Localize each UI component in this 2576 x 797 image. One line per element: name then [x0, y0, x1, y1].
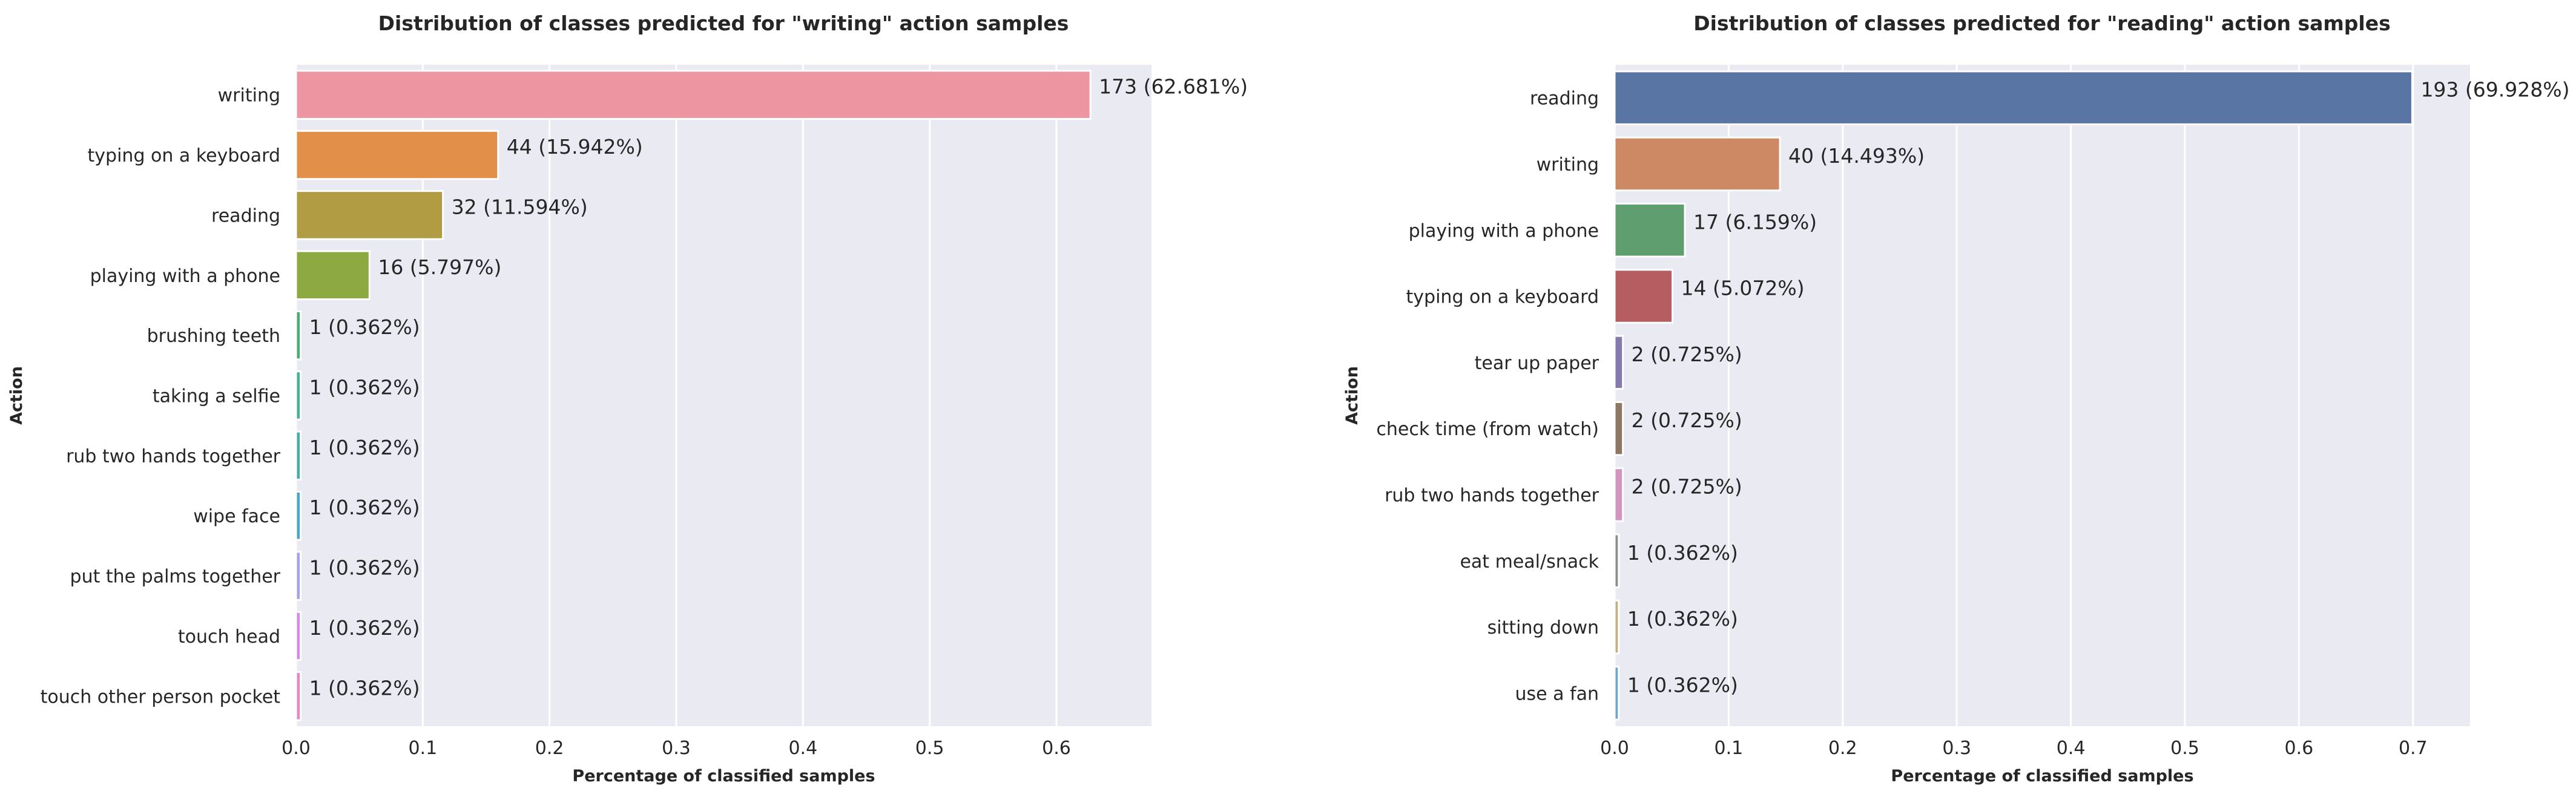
data-label: 16 (5.797%): [378, 255, 501, 279]
x-tick-label: 0.5: [915, 738, 944, 759]
x-tick-label: 0.1: [1715, 738, 1744, 759]
data-label: 1 (0.362%): [309, 436, 420, 459]
bar: [1613, 70, 2413, 125]
x-tick-label: 0.2: [1828, 738, 1857, 759]
y-tick-label: tear up paper: [1475, 353, 1599, 374]
bar: [295, 370, 302, 421]
x-tick-label: 0.0: [1600, 738, 1629, 759]
y-tick-label: check time (from watch): [1376, 419, 1599, 440]
y-tick-label: writing: [218, 85, 280, 107]
x-tick-label: 0.6: [2285, 738, 2314, 759]
y-tick-label: reading: [211, 205, 280, 226]
x-tick-label: 0.4: [788, 738, 817, 759]
bar: [1613, 136, 1781, 192]
y-tick-label: sitting down: [1487, 617, 1599, 638]
data-label: 1 (0.362%): [1627, 607, 1738, 631]
bar: [1613, 203, 1686, 258]
y-tick-label: rub two hands together: [1385, 485, 1599, 506]
x-tick-label: 0.4: [2057, 738, 2086, 759]
x-axis-label: Percentage of classified samples: [1891, 767, 2193, 786]
y-tick-label: use a fan: [1515, 683, 1599, 704]
writing-chart: 0.0 0.1 0.2 0.3 0.4 0.5 0.6 writing 173 (62.681%…: [7, 11, 1248, 786]
data-label: 1 (0.362%): [309, 376, 420, 399]
y-tick-label: rub two hands together: [66, 446, 281, 467]
data-label: 1 (0.362%): [1627, 673, 1738, 697]
bar: [295, 551, 302, 601]
y-axis-label: Action: [7, 366, 26, 425]
x-tick-label: 0.6: [1042, 738, 1071, 759]
bar: [295, 70, 1092, 120]
x-tick-label: 0.1: [408, 738, 437, 759]
y-tick-label: touch other person pocket: [41, 686, 281, 707]
x-tick-label: 0.3: [662, 738, 691, 759]
y-tick-label: brushing teeth: [147, 326, 280, 347]
y-tick-label: touch head: [178, 626, 280, 648]
bar: [295, 130, 499, 180]
bar: [1613, 467, 1624, 522]
bar: [1613, 666, 1620, 721]
bar: [1613, 599, 1620, 655]
x-tick-label: 0.2: [535, 738, 564, 759]
data-label: 44 (15.942%): [507, 135, 643, 159]
x-tick-label: 0.5: [2170, 738, 2199, 759]
y-axis-label: Action: [1343, 366, 1362, 425]
y-tick-label: reading: [1530, 88, 1599, 110]
bar: [1613, 533, 1620, 588]
y-tick-label: taking a selfie: [153, 386, 280, 407]
data-label: 1 (0.362%): [309, 616, 420, 640]
chart-title: Distribution of classes predicted for "w…: [378, 11, 1069, 35]
bar: [1613, 401, 1624, 456]
y-tick-label: playing with a phone: [1409, 220, 1599, 241]
bar: [295, 490, 302, 541]
x-axis-label: Percentage of classified samples: [572, 767, 875, 786]
bar: [1613, 269, 1674, 324]
data-label: 173 (62.681%): [1099, 75, 1248, 99]
bar: [295, 190, 444, 240]
data-label: 1 (0.362%): [309, 676, 420, 700]
data-label: 2 (0.725%): [1632, 474, 1742, 498]
y-tick-label: typing on a keyboard: [88, 145, 280, 166]
bar: [295, 611, 302, 661]
reading-chart: 0.0 0.1 0.2 0.3 0.4 0.5 0.6 0.7 reading 193 (69.9…: [1343, 11, 2570, 786]
data-label: 1 (0.362%): [309, 556, 420, 580]
y-tick-label: eat meal/snack: [1460, 551, 1599, 572]
x-tick-label: 0.7: [2399, 738, 2428, 759]
data-label: 2 (0.725%): [1632, 408, 1742, 432]
data-label: 2 (0.725%): [1632, 343, 1742, 366]
y-tick-label: typing on a keyboard: [1406, 287, 1599, 308]
bar: [295, 671, 302, 721]
data-label: 1 (0.362%): [309, 496, 420, 519]
chart-title: Distribution of classes predicted for "r…: [1693, 11, 2391, 35]
bar: [295, 310, 302, 361]
data-label: 1 (0.362%): [309, 315, 420, 339]
data-label: 40 (14.493%): [1788, 144, 1925, 168]
x-tick-label: 0.0: [282, 738, 311, 759]
bar: [295, 250, 371, 301]
y-tick-label: playing with a phone: [90, 266, 280, 287]
y-tick-label: writing: [1537, 154, 1599, 175]
y-tick-label: put the palms together: [70, 566, 281, 588]
data-label: 32 (11.594%): [452, 195, 588, 218]
x-tick-label: 0.3: [1942, 738, 1971, 759]
data-label: 193 (69.928%): [2420, 78, 2569, 102]
data-label: 17 (6.159%): [1693, 210, 1817, 234]
bar: [295, 430, 302, 481]
data-label: 1 (0.362%): [1627, 541, 1738, 565]
y-tick-label: wipe face: [193, 506, 280, 527]
bar: [1613, 335, 1624, 390]
data-label: 14 (5.072%): [1681, 277, 1805, 300]
